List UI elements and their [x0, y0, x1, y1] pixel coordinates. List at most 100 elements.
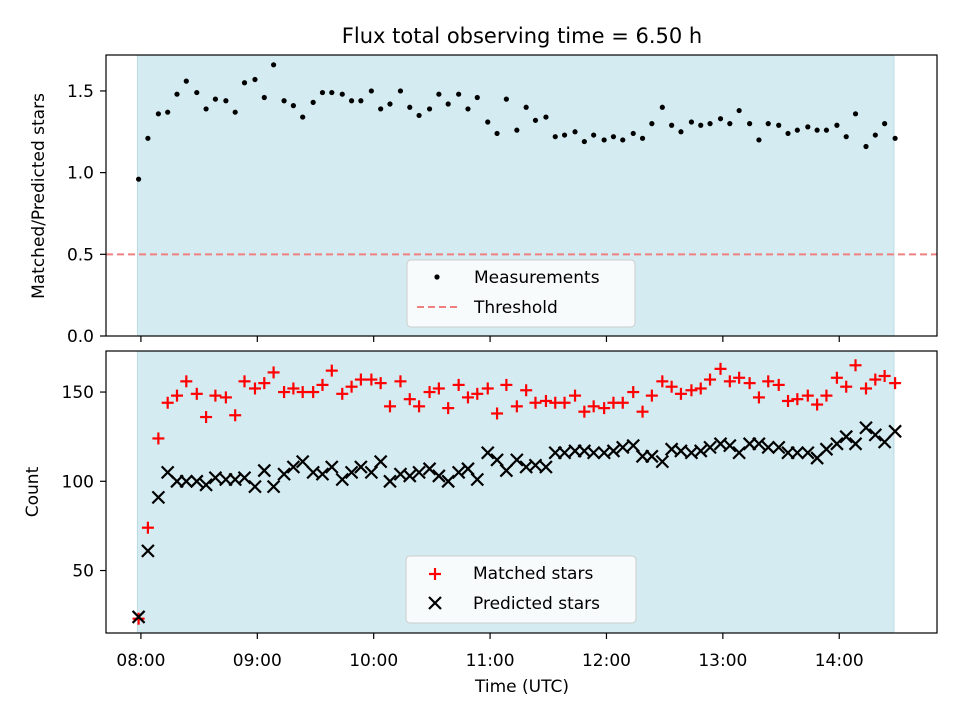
- y-tick-label: 0.0: [67, 327, 94, 347]
- predicted-star-stroke-b: [868, 428, 883, 442]
- matched-star-point: [558, 396, 571, 409]
- predicted-star-stroke-b: [859, 420, 873, 435]
- measurement-point: [165, 109, 171, 115]
- measurement-point: [805, 124, 811, 130]
- matched-star-point: [529, 396, 542, 409]
- matched-star-point: [878, 369, 891, 382]
- matched-star-point: [365, 373, 378, 386]
- predicted-star-stroke-b: [248, 479, 262, 494]
- matched-star-point: [869, 373, 882, 386]
- matched-star-point: [889, 377, 902, 390]
- measurement-point: [552, 134, 558, 140]
- legend-predicted-label: Predicted stars: [473, 594, 600, 614]
- matched-star-point: [645, 389, 658, 402]
- predicted-star-point: [528, 458, 543, 473]
- measurement-point: [203, 106, 209, 112]
- matched-star-point: [539, 394, 552, 407]
- matched-star-point: [336, 387, 349, 400]
- matched-star-point: [170, 389, 183, 402]
- matched-star-point: [267, 366, 280, 379]
- matched-star-point: [345, 380, 358, 393]
- predicted-star-point: [771, 440, 786, 455]
- matched-star-point: [500, 378, 513, 391]
- predicted-star-point: [344, 465, 359, 480]
- legend-matched-marker: [429, 568, 441, 580]
- measurement-point: [678, 129, 684, 135]
- matched-star-point: [685, 384, 698, 397]
- measurement-point: [281, 98, 287, 104]
- measurement-point: [736, 107, 742, 114]
- matched-star-point: [849, 359, 862, 372]
- matched-star-point: [394, 375, 407, 388]
- predicted-star-point: [703, 440, 717, 455]
- y-tick-label: 100: [62, 472, 94, 492]
- measurement-point: [378, 106, 384, 112]
- x-tick-label: 14:00: [815, 651, 864, 671]
- predicted-star-stroke-b: [684, 445, 699, 460]
- matched-star-point: [520, 384, 533, 397]
- predicted-star-point: [499, 463, 514, 478]
- measurement-point: [707, 121, 713, 127]
- predicted-star-point: [626, 438, 641, 453]
- matched-star-point: [820, 389, 833, 402]
- predicted-star-point: [606, 444, 621, 458]
- predicted-star-point: [208, 470, 223, 485]
- predicted-star-point: [723, 438, 737, 453]
- y-tick-label: 150: [62, 383, 94, 403]
- measurement-point: [561, 132, 568, 138]
- matched-star-point: [840, 380, 853, 393]
- measurement-point: [581, 138, 587, 145]
- predicted-star-point: [801, 445, 815, 460]
- predicted-star-point: [586, 445, 601, 460]
- predicted-star-point: [266, 479, 281, 494]
- matched-star-point: [413, 400, 426, 413]
- matched-star-point: [287, 382, 300, 395]
- measurement-point: [456, 91, 462, 97]
- matched-star-point: [656, 375, 669, 388]
- measurement-point: [872, 132, 878, 138]
- measurement-point: [747, 121, 753, 127]
- predicted-star-stroke-b: [615, 440, 630, 455]
- measurement-point: [601, 137, 607, 143]
- matched-star-point: [452, 378, 465, 391]
- measurement-point: [785, 130, 791, 137]
- measurement-point: [630, 130, 636, 137]
- predicted-star-stroke-b: [257, 463, 272, 478]
- matched-star-point: [296, 386, 309, 399]
- measurement-point: [503, 96, 509, 102]
- matched-star-point: [180, 375, 193, 388]
- predicted-star-point: [674, 444, 688, 458]
- matched-star-point: [278, 386, 291, 399]
- top-legend-box: [406, 259, 636, 328]
- predicted-star-point: [888, 424, 902, 439]
- matched-star-point: [569, 389, 582, 402]
- measurement-point: [765, 121, 771, 127]
- matched-star-point: [860, 382, 873, 395]
- measurement-point: [194, 89, 200, 96]
- top-x-axis-ticks: [140, 336, 840, 342]
- predicted-star-stroke-b: [266, 479, 281, 494]
- measurement-point: [183, 78, 189, 84]
- predicted-stars-series: [131, 420, 902, 624]
- predicted-star-point: [335, 472, 350, 487]
- matched-star-point: [791, 393, 804, 406]
- measurement-point: [174, 91, 180, 97]
- top-y-axis: 0.0 0.5 1.0 1.5: [67, 82, 106, 347]
- predicted-star-point: [422, 462, 437, 476]
- predicted-star-stroke-b: [830, 437, 844, 451]
- x-tick-label: 11:00: [466, 651, 515, 671]
- measurement-point: [416, 112, 422, 119]
- measurement-point: [727, 121, 733, 127]
- measurement-point: [892, 135, 898, 141]
- predicted-star-point: [286, 460, 301, 474]
- predicted-star-stroke-b: [451, 465, 466, 480]
- matched-star-point: [762, 375, 775, 388]
- measurement-point: [300, 114, 306, 120]
- measurement-point: [620, 137, 626, 143]
- predicted-star-stroke-b: [373, 454, 388, 469]
- y-tick-label: 0.5: [67, 245, 94, 265]
- predicted-star-point: [325, 460, 339, 474]
- predicted-star-stroke-b: [693, 444, 708, 458]
- predicted-star-point: [315, 467, 330, 481]
- measurements-series: [135, 62, 898, 182]
